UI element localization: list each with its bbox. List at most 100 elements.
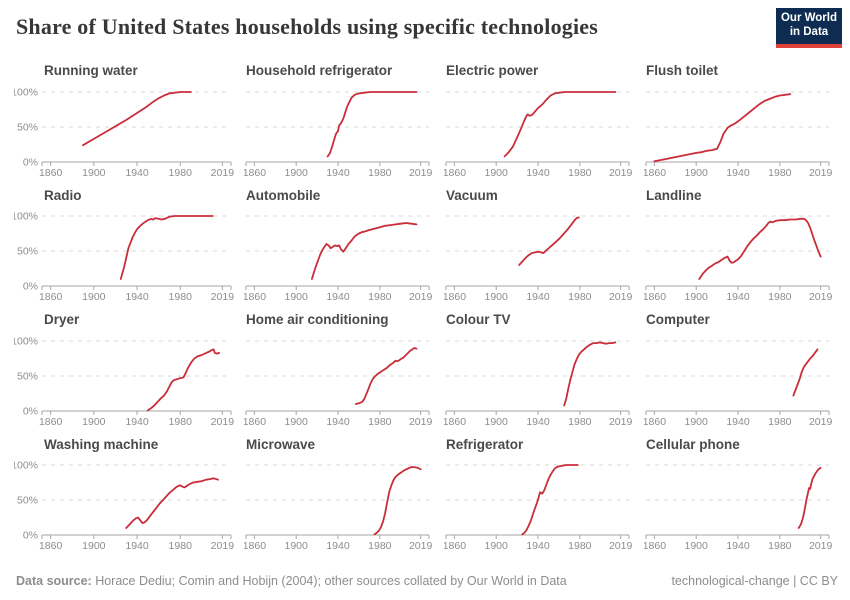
- x-tick-label: 1860: [244, 416, 266, 428]
- chart-cell-radio: Radio 1860 1900 1940 1980 2019 0% 50% 100%: [14, 187, 244, 305]
- series-line: [82, 90, 192, 146]
- x-tick-label: 1940: [125, 291, 149, 303]
- owid-logo-line2: in Data: [789, 26, 829, 38]
- x-tick-label: 1860: [644, 291, 666, 303]
- chart-running-water[interactable]: 1860 1900 1940 1980 2019 0% 50% 100%: [14, 84, 244, 180]
- x-tick-label: 1860: [444, 167, 466, 179]
- owid-logo-line1: Our World: [780, 12, 837, 25]
- chart-landline[interactable]: 1860 1900 1940 1980 2019: [644, 208, 840, 304]
- x-tick-label: 1940: [326, 540, 350, 552]
- chart-title: Cellular phone: [646, 436, 740, 452]
- x-tick-label: 1900: [685, 291, 709, 303]
- chart-cell-colour-tv: Colour TV 1860 1900 1940 1980 2019: [444, 311, 644, 429]
- chart-washing-machine[interactable]: 1860 1900 1940 1980 2019 0% 50% 100%: [14, 457, 244, 553]
- x-tick-label: 1940: [726, 167, 750, 179]
- x-tick-label: 1980: [768, 416, 792, 428]
- chart-cell-cellular-phone: Cellular phone 1860 1900 1940 1980 2019: [644, 436, 840, 554]
- x-tick-label: 2019: [809, 167, 833, 179]
- x-tick-label: 1940: [526, 291, 550, 303]
- x-tick-label: 2019: [809, 540, 833, 552]
- chart-vacuum[interactable]: 1860 1900 1940 1980 2019: [444, 208, 644, 304]
- chart-microwave[interactable]: 1860 1900 1940 1980 2019: [244, 457, 444, 553]
- chart-title: Household refrigerator: [246, 63, 393, 78]
- chart-cellular-phone[interactable]: 1860 1900 1940 1980 2019: [644, 457, 840, 553]
- chart-cell-vacuum: Vacuum 1860 1900 1940 1980 2019: [444, 187, 644, 305]
- y-tick-label: 50%: [17, 370, 38, 382]
- chart-title: Refrigerator: [446, 436, 524, 452]
- x-tick-label: 1860: [39, 167, 63, 179]
- y-tick-label: 100%: [14, 86, 38, 98]
- chart-radio[interactable]: 1860 1900 1940 1980 2019 0% 50% 100%: [14, 208, 244, 304]
- data-source-text: Horace Dediu; Comin and Hobijn (2004); o…: [91, 574, 567, 588]
- x-tick-label: 2019: [609, 291, 633, 303]
- owid-logo[interactable]: Our World in Data: [776, 8, 842, 48]
- chart-dryer[interactable]: 1860 1900 1940 1980 2019 0% 50% 100%: [14, 333, 244, 429]
- y-tick-label: 50%: [17, 246, 38, 258]
- x-tick-label: 1860: [244, 540, 266, 552]
- x-tick-label: 1900: [285, 416, 309, 428]
- chart-cell-household-refrigerator: Household refrigerator 1860 1900 1940 1980 20…: [244, 62, 444, 180]
- chart-automobile[interactable]: 1860 1900 1940 1980 2019: [244, 208, 444, 304]
- x-tick-label: 1940: [125, 416, 149, 428]
- chart-cell-landline: Landline 1860 1900 1940 1980 2019: [644, 187, 840, 305]
- x-tick-label: 2019: [609, 167, 633, 179]
- x-tick-label: 1860: [39, 291, 63, 303]
- chart-home-air-conditioning[interactable]: 1860 1900 1940 1980 2019: [244, 333, 444, 429]
- chart-cell-flush-toilet: Flush toilet 1860 1900 1940 1980 2019: [644, 62, 840, 180]
- x-tick-label: 1940: [326, 416, 350, 428]
- charts-grid: Running water 1860 1900 1940 1980 2019 0% 50% 10…: [14, 62, 840, 553]
- chart-title: Colour TV: [446, 312, 511, 328]
- chart-cell-refrigerator: Refrigerator 1860 1900 1940 1980 2019: [444, 436, 644, 554]
- y-tick-label: 0%: [23, 530, 38, 542]
- chart-electric-power[interactable]: 1860 1900 1940 1980 2019: [444, 84, 644, 180]
- x-tick-label: 2019: [211, 416, 235, 428]
- x-tick-label: 1940: [526, 540, 550, 552]
- x-tick-label: 1900: [285, 291, 309, 303]
- x-tick-label: 1900: [685, 416, 709, 428]
- y-tick-label: 0%: [23, 156, 38, 168]
- chart-flush-toilet[interactable]: 1860 1900 1940 1980 2019: [644, 84, 840, 180]
- chart-household-refrigerator[interactable]: 1860 1900 1940 1980 2019: [244, 84, 444, 180]
- chart-computer[interactable]: 1860 1900 1940 1980 2019: [644, 333, 840, 429]
- x-tick-label: 1860: [244, 291, 266, 303]
- series-line: [311, 222, 418, 280]
- chart-cell-dryer: Dryer 1860 1900 1940 1980 2019 0% 50% 100%: [14, 311, 244, 429]
- chart-cell-computer: Computer 1860 1900 1940 1980 2019: [644, 311, 840, 429]
- chart-title: Radio: [44, 187, 82, 203]
- x-tick-label: 1860: [644, 540, 666, 552]
- chart-colour-tv[interactable]: 1860 1900 1940 1980 2019: [444, 333, 644, 429]
- y-tick-label: 100%: [14, 460, 38, 472]
- series-line: [521, 464, 579, 536]
- y-tick-label: 50%: [17, 495, 38, 507]
- series-line: [146, 348, 220, 411]
- series-line: [373, 466, 422, 536]
- x-tick-label: 1980: [169, 167, 193, 179]
- x-tick-label: 1900: [485, 291, 509, 303]
- x-tick-label: 1900: [285, 167, 309, 179]
- x-tick-label: 1900: [82, 291, 106, 303]
- chart-refrigerator[interactable]: 1860 1900 1940 1980 2019: [444, 457, 644, 553]
- x-tick-label: 1980: [768, 291, 792, 303]
- x-tick-label: 1940: [726, 291, 750, 303]
- x-tick-label: 1940: [125, 167, 149, 179]
- chart-title: Computer: [646, 312, 710, 328]
- x-tick-label: 1860: [644, 167, 666, 179]
- license-note[interactable]: technological-change | CC BY: [671, 574, 838, 588]
- series-line: [119, 215, 214, 280]
- y-tick-label: 0%: [23, 281, 38, 293]
- series-line: [125, 477, 219, 530]
- chart-title: Flush toilet: [646, 63, 718, 78]
- chart-cell-electric-power: Electric power 1860 1900 1940 1980 2019: [444, 62, 644, 180]
- x-tick-label: 1980: [169, 416, 193, 428]
- x-tick-label: 1900: [82, 167, 106, 179]
- x-tick-label: 2019: [211, 540, 235, 552]
- x-tick-label: 1940: [125, 540, 149, 552]
- x-tick-label: 1980: [768, 540, 792, 552]
- series-line: [792, 348, 819, 397]
- series-line: [653, 92, 792, 162]
- x-tick-label: 1980: [368, 416, 392, 428]
- x-tick-label: 1940: [726, 416, 750, 428]
- series-line: [326, 90, 418, 157]
- data-source-label: Data source:: [16, 574, 92, 588]
- x-tick-label: 1980: [169, 291, 193, 303]
